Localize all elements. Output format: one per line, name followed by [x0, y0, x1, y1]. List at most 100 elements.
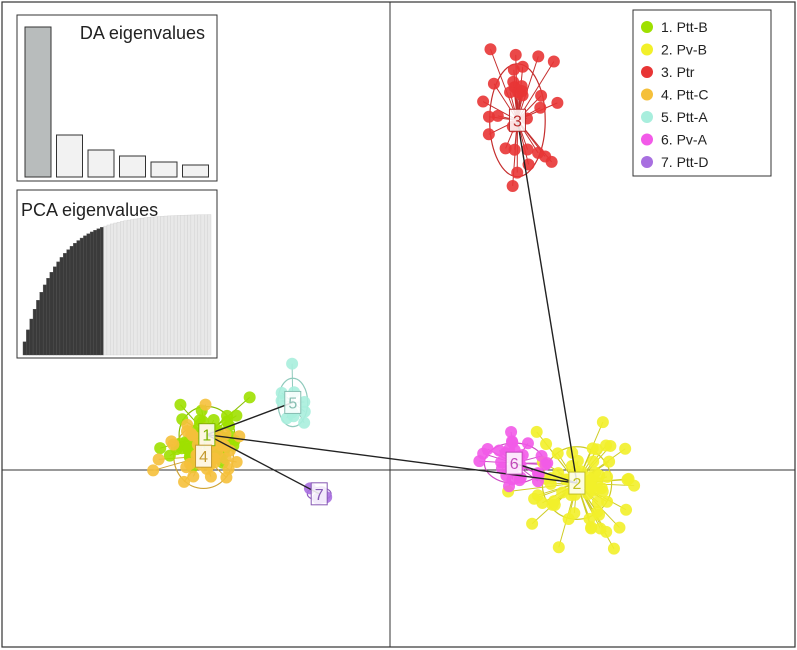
pca-eigenvalue-bar: [204, 214, 208, 356]
pca-eigenvalue-bar: [56, 261, 61, 356]
group-1-point: [207, 414, 220, 427]
pca-eigenvalue-bar: [167, 215, 171, 356]
group-5-point: [280, 412, 293, 425]
group-2-point: [607, 542, 620, 555]
group-4-point: [187, 470, 200, 483]
da-eigenvalue-bar: [150, 161, 178, 178]
group-2-point: [530, 425, 543, 438]
group-2-label-box: [568, 471, 586, 495]
legend-swatch-4: [641, 88, 653, 101]
group-3-point: [534, 101, 547, 114]
legend-label-2: 2. Pv-B: [661, 42, 707, 58]
group-2-label: 2: [572, 476, 581, 493]
group-6-point: [505, 426, 518, 439]
group-2-point: [551, 447, 564, 460]
group-2-point: [568, 507, 581, 520]
group-4-label-box: [195, 444, 213, 468]
pca-eigenvalue-bar: [69, 246, 74, 356]
group-2-point: [596, 485, 609, 498]
group-2-point: [526, 517, 539, 530]
group-3-point: [491, 109, 504, 122]
group-6-point: [473, 455, 486, 468]
group-3-point: [499, 142, 512, 155]
group-3-point: [506, 180, 519, 193]
da-eigenvalues-inset: DA eigenvalues: [16, 14, 218, 182]
pca-eigenvalue-bar: [187, 214, 192, 356]
pca-eigenvalue-bar: [116, 221, 121, 356]
pca-eigenvalue-bar: [39, 292, 44, 356]
pca-eigenvalue-bar: [76, 240, 81, 356]
group-6-point: [521, 437, 534, 450]
group-3-point: [482, 110, 495, 123]
da-eigenvalue-bar: [182, 164, 209, 178]
mst-edge-1-2: [206, 433, 578, 484]
pca-eigenvalue-bar: [29, 318, 34, 356]
group-2-point: [571, 454, 584, 467]
group-3-point: [515, 80, 528, 93]
pca-eigenvalue-bar: [110, 223, 114, 356]
legend-swatch-2: [641, 43, 653, 56]
legend-swatch-1: [641, 21, 653, 33]
group-2-point: [619, 442, 632, 455]
pca-eigenvalue-bar: [26, 329, 30, 356]
pca-eigenvalue-bar: [157, 216, 161, 356]
legend-label-4: 4. Ptt-C: [661, 87, 708, 103]
group-2-point: [585, 482, 598, 495]
group-4-point: [165, 435, 178, 448]
pca-eigenvalue-bar: [133, 218, 138, 356]
group-5-label: 5: [288, 395, 297, 412]
group-3-point: [535, 89, 548, 102]
group-5-point: [298, 405, 311, 418]
group-2-point: [548, 495, 561, 508]
group-4-point: [233, 430, 246, 443]
da-eigenvalue-bar: [24, 26, 52, 178]
da-eigenvalue-bar: [87, 149, 115, 178]
pca-eigenvalue-bar: [66, 249, 71, 356]
pca-eigenvalue-bar: [136, 218, 141, 356]
pca-eigenvalue-bar: [150, 216, 155, 356]
group-4-label: 4: [199, 449, 208, 466]
pca-eigenvalue-bar: [190, 214, 195, 356]
group-4-point: [147, 464, 160, 477]
pca-eigenvalue-bar: [36, 300, 40, 356]
group-3-point: [532, 50, 545, 63]
pca-eigenvalue-bar: [86, 233, 91, 356]
pca-eigenvalue-bar: [200, 214, 205, 356]
pca-inset-title: PCA eigenvalues: [21, 200, 158, 220]
pca-eigenvalue-bar: [100, 227, 104, 356]
pca-eigenvalue-bar: [153, 216, 158, 356]
group-4-point: [220, 471, 233, 484]
group-3-point: [509, 48, 522, 61]
legend-swatch-7: [641, 156, 653, 168]
pca-eigenvalue-bar: [59, 257, 64, 356]
pca-eigenvalue-bar: [120, 221, 124, 356]
group-3-label-box: [508, 108, 526, 132]
mst-edge-1-7: [206, 434, 320, 495]
group-3-label: 3: [513, 113, 522, 130]
group-2-point: [587, 455, 600, 468]
group-2-point: [586, 442, 599, 455]
group-1-point: [174, 398, 187, 411]
da-eigenvalue-bar: [56, 134, 83, 178]
group-6-point: [539, 458, 552, 471]
pca-eigenvalue-bar: [163, 215, 168, 356]
group-5-point: [298, 416, 311, 429]
pca-eigenvalue-bar: [180, 215, 185, 356]
da-inset-title: DA eigenvalues: [80, 23, 205, 43]
pca-eigenvalue-bar: [49, 272, 54, 356]
group-2-point: [600, 525, 613, 538]
group-2-point: [552, 541, 565, 554]
group-3-point: [547, 55, 560, 68]
group-3-point: [507, 63, 520, 76]
da-eigenvalue-bar: [119, 155, 146, 178]
group-points: [147, 43, 641, 555]
group-2-point: [585, 521, 598, 534]
group-2-point: [591, 505, 604, 518]
pca-eigenvalue-bar: [123, 220, 128, 356]
pca-eigenvalue-bar: [197, 214, 202, 356]
group-1-point: [243, 391, 256, 404]
legend-swatch-3: [641, 66, 653, 78]
group-6-point: [495, 456, 508, 469]
pca-eigenvalue-bar: [22, 341, 27, 356]
